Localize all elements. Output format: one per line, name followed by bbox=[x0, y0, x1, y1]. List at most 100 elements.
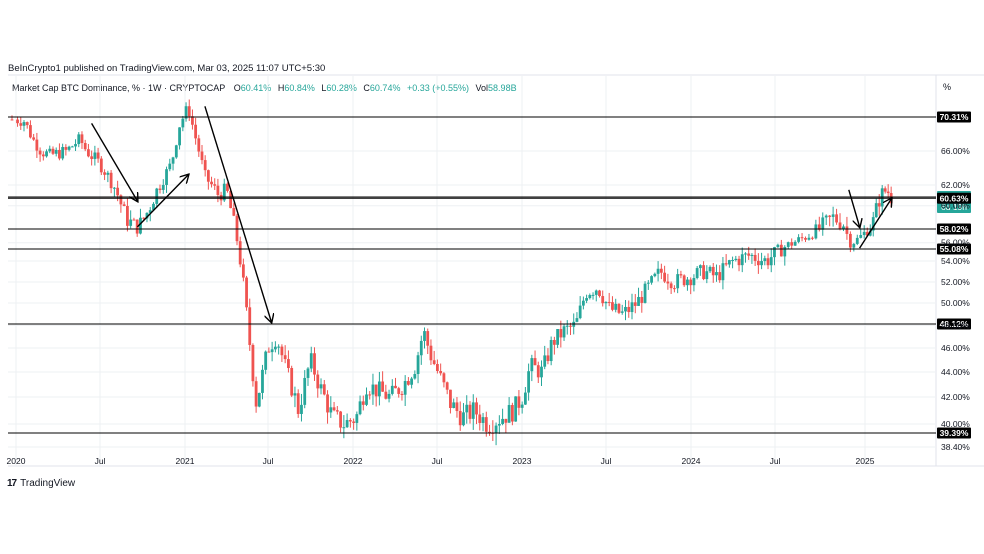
candle-body bbox=[462, 412, 465, 426]
candle-body bbox=[756, 260, 760, 266]
candle-body bbox=[74, 144, 77, 147]
y-tick-label: 62.00% bbox=[941, 180, 970, 190]
candle-body bbox=[468, 404, 472, 419]
candle-body bbox=[419, 340, 423, 356]
candle-body bbox=[549, 339, 553, 362]
candle-body bbox=[309, 353, 313, 369]
candle-body bbox=[129, 219, 133, 226]
candle-body bbox=[22, 122, 26, 126]
candle-body bbox=[886, 191, 890, 194]
candle-body bbox=[439, 371, 443, 374]
tradingview-logo[interactable]: 17 TradingView bbox=[7, 478, 75, 489]
candle-body bbox=[507, 405, 511, 423]
trend-arrow bbox=[90, 123, 138, 201]
candle-body bbox=[99, 158, 103, 173]
candle-body bbox=[394, 385, 397, 389]
candle-body bbox=[178, 127, 181, 146]
candle-body bbox=[702, 265, 705, 280]
candle-body bbox=[800, 237, 804, 239]
candle-body bbox=[711, 266, 715, 276]
candle-body bbox=[852, 243, 856, 248]
candle-body bbox=[601, 296, 605, 304]
candle-body bbox=[776, 244, 780, 248]
candle-body bbox=[280, 346, 284, 356]
x-tick-label: 2025 bbox=[856, 456, 875, 466]
close-label: C bbox=[363, 83, 370, 93]
candle-body bbox=[229, 190, 233, 209]
candle-body bbox=[569, 325, 572, 327]
candle-body bbox=[695, 268, 699, 279]
candle-body bbox=[426, 331, 430, 346]
candle-body bbox=[807, 237, 811, 240]
x-tick-label: 2020 bbox=[7, 456, 26, 466]
y-tick-label: 44.00% bbox=[941, 367, 970, 377]
y-tick-label: 54.00% bbox=[941, 256, 970, 266]
candle-body bbox=[368, 394, 372, 396]
candle-body bbox=[400, 393, 404, 395]
candle-body bbox=[465, 404, 469, 413]
candle-body bbox=[25, 122, 29, 126]
candle-body bbox=[653, 273, 657, 277]
candle-body bbox=[171, 157, 175, 164]
x-tick-label: 2021 bbox=[176, 456, 195, 466]
candle-body bbox=[290, 368, 294, 396]
candle-body bbox=[329, 407, 333, 413]
candle-body bbox=[659, 268, 663, 273]
candle-body bbox=[403, 381, 407, 395]
candle-body bbox=[410, 378, 414, 385]
candle-body bbox=[319, 384, 323, 389]
candle-body bbox=[859, 235, 863, 238]
candle-body bbox=[779, 244, 783, 257]
candle-body bbox=[397, 388, 401, 394]
candle-body bbox=[116, 187, 120, 196]
candle-body bbox=[306, 368, 310, 378]
candle-body bbox=[527, 371, 531, 393]
candle-body bbox=[747, 253, 751, 256]
candle-body bbox=[656, 268, 660, 274]
candle-body bbox=[112, 187, 116, 189]
candle-body bbox=[783, 246, 787, 257]
candle-body bbox=[54, 149, 58, 154]
candle-body bbox=[109, 172, 113, 189]
candle-body bbox=[773, 247, 776, 258]
candle-body bbox=[122, 204, 126, 207]
candle-body bbox=[666, 281, 670, 284]
candle-body bbox=[32, 137, 36, 140]
candle-body bbox=[210, 181, 213, 185]
candle-body bbox=[413, 374, 417, 379]
level-price-tag bbox=[937, 223, 971, 235]
candle-body bbox=[682, 275, 686, 286]
level-price-tag bbox=[937, 427, 971, 439]
candle-body bbox=[64, 147, 68, 150]
level-price-label: 60.63% bbox=[940, 193, 969, 203]
candle-body bbox=[313, 353, 316, 375]
y-tick-label: 46.00% bbox=[941, 343, 970, 353]
publisher-credit: BeInCrypto1 published on TradingView.com… bbox=[8, 63, 326, 74]
candle-body bbox=[793, 241, 797, 246]
candle-body bbox=[342, 427, 346, 429]
candle-body bbox=[865, 231, 869, 236]
candle-body bbox=[643, 283, 647, 303]
candle-body bbox=[607, 301, 611, 303]
candle-body bbox=[194, 124, 198, 139]
candle-body bbox=[293, 393, 297, 396]
candle-body bbox=[620, 311, 624, 313]
candle-body bbox=[734, 258, 738, 260]
trend-arrow bbox=[859, 199, 892, 249]
candle-body bbox=[41, 154, 45, 157]
candle-body bbox=[614, 303, 618, 310]
candle-body bbox=[416, 355, 420, 375]
candle-body bbox=[797, 237, 800, 242]
level-price-label: 39.39% bbox=[940, 428, 969, 438]
candle-body bbox=[786, 242, 790, 247]
candle-body bbox=[679, 274, 683, 276]
candle-body bbox=[287, 359, 290, 369]
candle-body bbox=[251, 344, 255, 382]
candle-body bbox=[442, 373, 446, 383]
level-price-label: 48.12% bbox=[940, 319, 969, 329]
tradingview-brand: TradingView bbox=[20, 478, 76, 489]
candle-body bbox=[835, 214, 838, 223]
candle-body bbox=[669, 283, 673, 289]
candle-body bbox=[708, 266, 712, 272]
